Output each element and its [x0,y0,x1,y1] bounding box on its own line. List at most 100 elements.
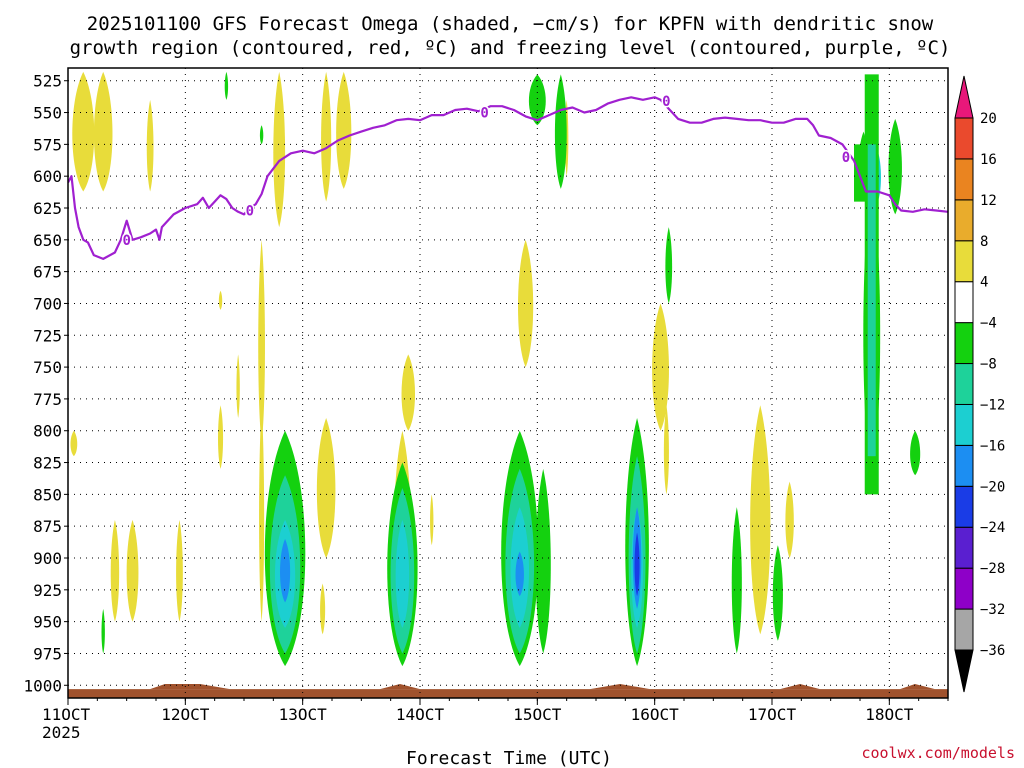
omega-cell-36 [731,507,742,654]
omega-cell-26 [101,608,105,654]
omega-cell-31 [665,227,673,304]
x-tick-label-6: 17OCT [748,705,797,724]
y-tick-label-6: 675 [33,263,62,282]
y-tick-label-18: 975 [33,644,62,663]
omega-cell-5 [126,519,139,622]
colorbar-label-3: −24 [980,520,1005,536]
x-tick-label-1: 12OCT [161,705,210,724]
y-tick-label-2: 575 [33,135,62,154]
colorbar-label-11: 12 [980,193,997,209]
omega-cell-16 [259,405,265,622]
y-tick-label-5: 650 [33,231,62,250]
y-axis: 525 550 575 600 625 650 675 700 725 750 775 800 825 8… [23,72,68,695]
omega-shading-layer [68,71,948,698]
colorbar-label-2: −28 [980,561,1005,577]
omega-cell-8 [236,354,240,418]
colorbar-label-0: −36 [980,643,1005,659]
omega-cell-18 [401,354,416,431]
y-tick-label-4: 625 [33,199,62,218]
y-tick-label-3: 600 [33,167,62,186]
colorbar-swatch-0 [954,608,974,651]
watermark-text: coolwx.com/models [861,744,1015,762]
omega-cell-3 [70,430,78,457]
colorbar-label-12: 16 [980,152,997,168]
x-tick-label-5: 16OCT [631,705,680,724]
y-tick-label-15: 900 [33,549,62,568]
omega-cell-block-3 [867,144,876,457]
omega-cell-55 [515,551,524,597]
omega-cell-29 [554,74,567,189]
colorbar-label-8: −4 [980,316,997,332]
colorbar-label-5: −16 [980,438,1005,454]
colorbar-swatch-4 [954,444,974,487]
omega-cell-13 [316,418,336,558]
colorbar-label-4: −20 [980,479,1005,495]
x-tick-label-2: 13OCT [279,705,328,724]
colorbar-swatch-5 [954,403,974,446]
omega-cell-35 [910,430,921,476]
omega-cell-9 [218,405,224,469]
y-tick-label-12: 825 [33,454,62,473]
omega-cell-25 [785,481,794,558]
y-tick-label-1: 550 [33,104,62,123]
omega-cell-23 [663,405,669,495]
omega-cell-10 [273,71,286,228]
omega-cell-50 [395,519,410,628]
y-tick-label-9: 750 [33,358,62,377]
omega-cell-41 [535,468,551,654]
y-tick-label-7: 700 [33,294,62,313]
y-tick-label-16: 925 [33,581,62,600]
omega-cell-11 [321,71,332,202]
x-tick-year-label: 2025 [42,723,81,742]
colorbar-swatch-1 [954,567,974,610]
omega-cell-20 [518,239,534,368]
colorbar-swatch-2 [954,526,974,569]
colorbar-label-9: 4 [980,275,988,291]
omega-cell-28 [259,125,264,145]
colorbar-label-7: −8 [980,357,997,373]
freezing-level-layer: 0 0 0 0 0 [68,93,948,260]
omega-cell-6 [176,519,183,622]
omega-cell-2 [146,99,154,192]
y-tick-label-19: 1000 [23,676,62,695]
colorbar-label-10: 8 [980,234,988,250]
freezing-level-label-3: 0 [662,94,670,110]
omega-cell-7 [218,290,223,310]
omega-cell-15 [320,583,326,635]
chart-title-line2: growth region (contoured, red, ºC) and f… [70,37,951,59]
omega-cell-24 [750,405,771,635]
colorbar: −36 −32 −28 −24 −20 −16 −12 −8 −4 4 8 12 16 20 [954,75,1005,693]
colorbar-swatch-6 [954,363,974,405]
y-tick-label-17: 950 [33,613,62,632]
x-tick-label-4: 15OCT [513,705,562,724]
freezing-level-label-2: 0 [480,106,488,122]
freezing-level-label-4: 0 [842,150,850,166]
colorbar-over-arrow [954,75,974,119]
omega-cell-34 [888,118,902,215]
omega-cell-12 [336,71,352,189]
omega-cell-block-1 [854,144,866,202]
x-axis-label: Forecast Time (UTC) [406,748,612,768]
freezing-level-line [68,96,948,260]
chart-title-line1: 2025101100 GFS Forecast Omega (shaded, −… [87,13,934,35]
terrain-fill [68,689,948,698]
omega-cell-14 [258,239,265,444]
x-tick-label-7: 18OCT [865,705,914,724]
y-tick-label-13: 850 [33,485,62,504]
colorbar-label-1: −32 [980,602,1005,618]
colorbar-swatch-10 [954,199,974,242]
y-tick-label-10: 775 [33,390,62,409]
omega-cell-30 [528,74,546,126]
y-tick-label-8: 725 [33,326,62,345]
y-tick-label-0: 525 [33,72,62,91]
omega-cell-54 [280,538,291,603]
omega-cell-37 [772,545,783,641]
omega-cell-0 [72,71,95,192]
x-tick-label-0: 11OCT [42,705,91,724]
x-tick-label-3: 14OCT [396,705,445,724]
y-tick-label-14: 875 [33,517,62,536]
colorbar-swatch-7 [954,322,974,365]
colorbar-label-13: 20 [980,111,997,127]
